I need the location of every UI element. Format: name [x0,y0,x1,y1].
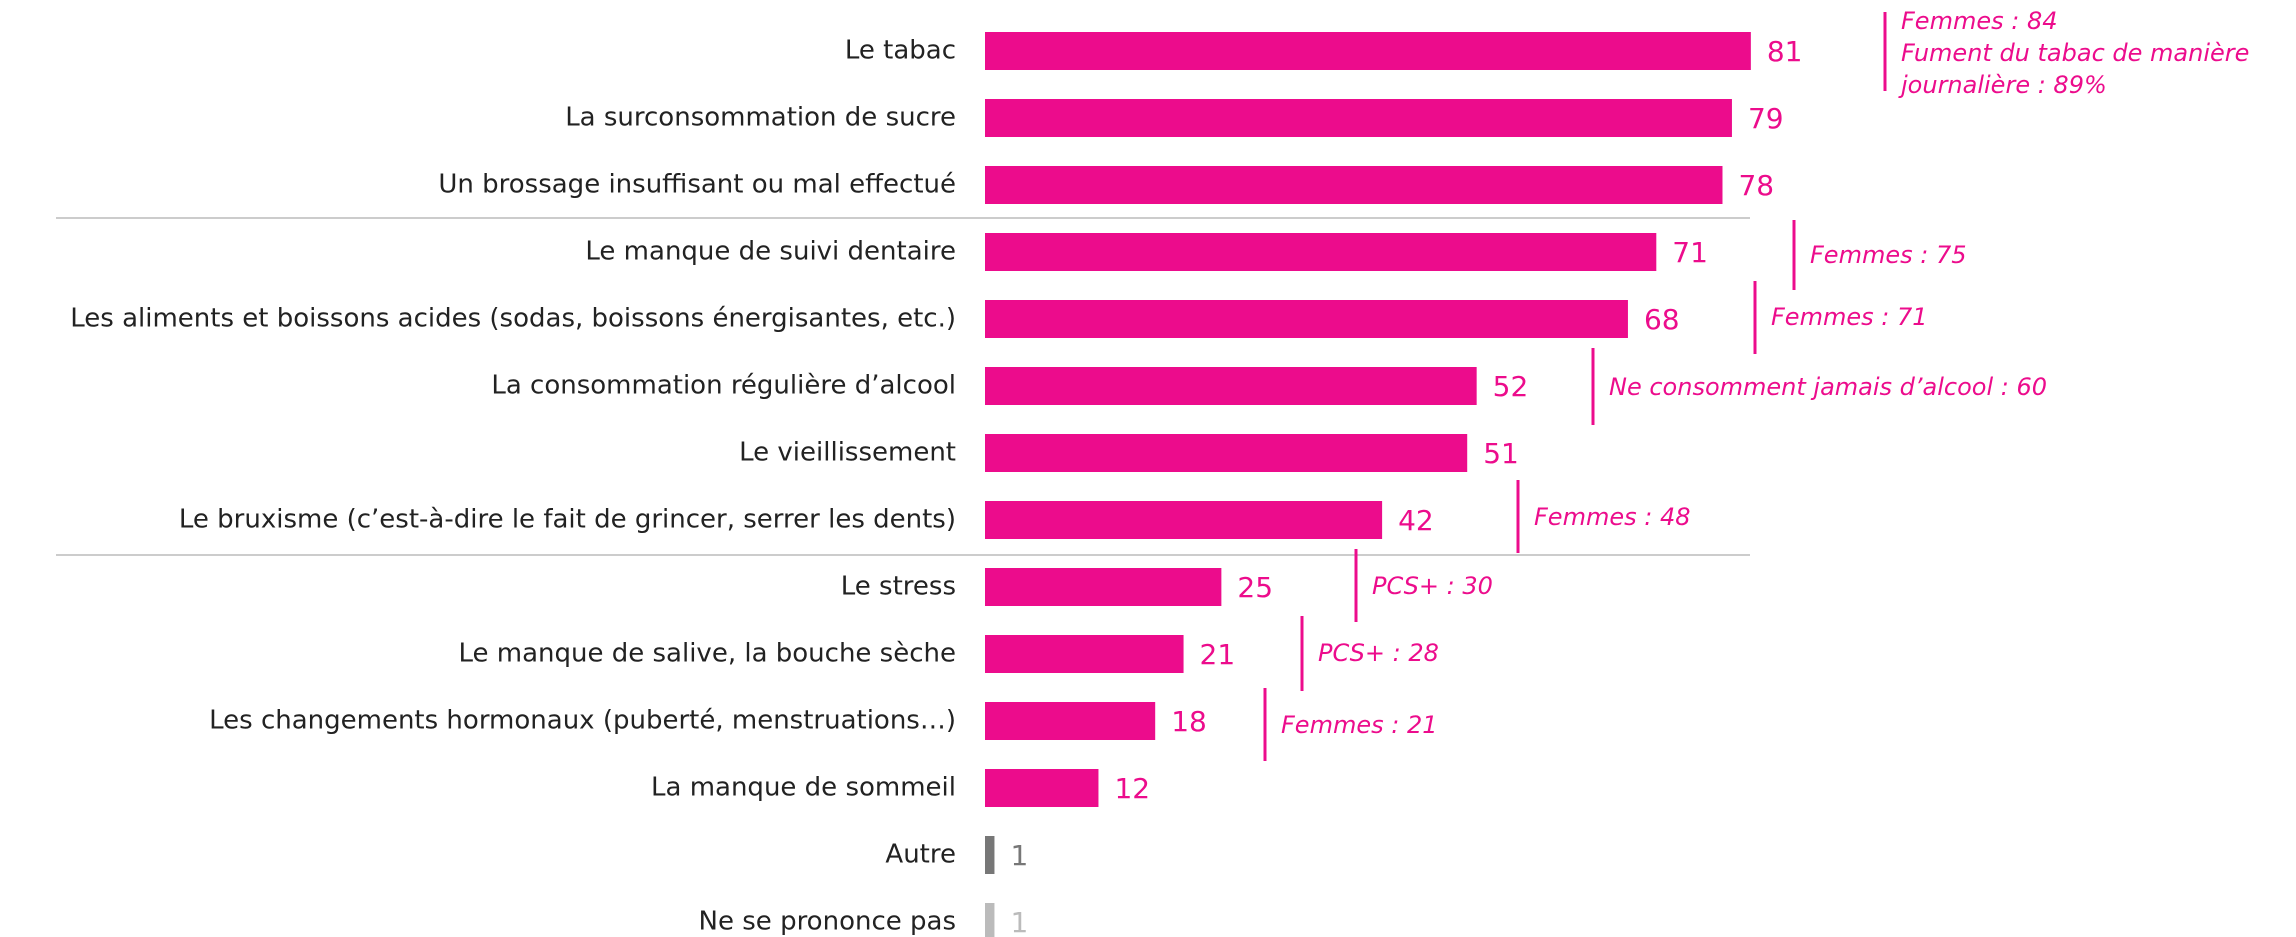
annotation: Femmes : 21 [1281,711,1437,739]
bar [985,367,1477,405]
bar [985,32,1751,70]
value-label: 21 [1200,638,1236,671]
bar [985,434,1468,472]
category-label: Les aliments et boissons acides (sodas, … [70,304,956,334]
value-label: 71 [1672,236,1708,269]
category-label: Ne se prononce pas [699,907,956,937]
category-label: Le manque de suivi dentaire [585,237,956,267]
bar [985,166,1723,204]
annotation: PCS+ : 28 [1318,639,1439,667]
value-label: 78 [1738,169,1774,202]
bar [985,903,995,937]
category-label: Le tabac [845,36,956,66]
category-label: La surconsommation de sucre [565,103,956,133]
bar [985,300,1628,338]
value-label: 51 [1483,437,1519,470]
annotation: Ne consomment jamais d’alcool : 60 [1609,373,2047,401]
value-label: 25 [1237,571,1273,604]
bar [985,769,1099,807]
value-label: 52 [1493,370,1529,403]
bar [985,99,1732,137]
category-label: Le vieillissement [739,438,956,468]
value-label: 1 [1010,839,1028,872]
value-label: 42 [1398,504,1434,537]
category-label: Le manque de salive, la bouche sèche [458,639,956,669]
value-label: 1 [1010,906,1028,937]
bar [985,836,995,874]
category-label: La manque de sommeil [651,773,956,803]
value-label: 18 [1171,705,1207,738]
annotation: Femmes : 71 [1771,303,1927,331]
category-label: Autre [885,840,956,870]
annotation: Fument du tabac de manière [1901,39,2249,67]
category-label: La consommation régulière d’alcool [491,371,956,401]
bar [985,233,1657,271]
bar [985,635,1184,673]
annotation: Femmes : 48 [1534,503,1690,531]
annotation: PCS+ : 30 [1372,572,1493,600]
category-label: Le stress [841,572,956,602]
annotation: Femmes : 84 [1901,7,2057,35]
category-label: Le bruxisme (c’est-à-dire le fait de gri… [179,505,956,535]
bar [985,568,1222,606]
bar [985,702,1156,740]
annotation: journalière : 89% [1898,71,2107,99]
value-label: 79 [1748,102,1784,135]
value-label: 12 [1114,772,1150,805]
category-label: Les changements hormonaux (puberté, mens… [209,706,956,736]
bar [985,501,1383,539]
value-label: 81 [1767,35,1803,68]
category-label: Un brossage insuffisant ou mal effectué [438,170,956,200]
annotation: Femmes : 75 [1810,241,1966,269]
value-label: 68 [1644,303,1680,336]
